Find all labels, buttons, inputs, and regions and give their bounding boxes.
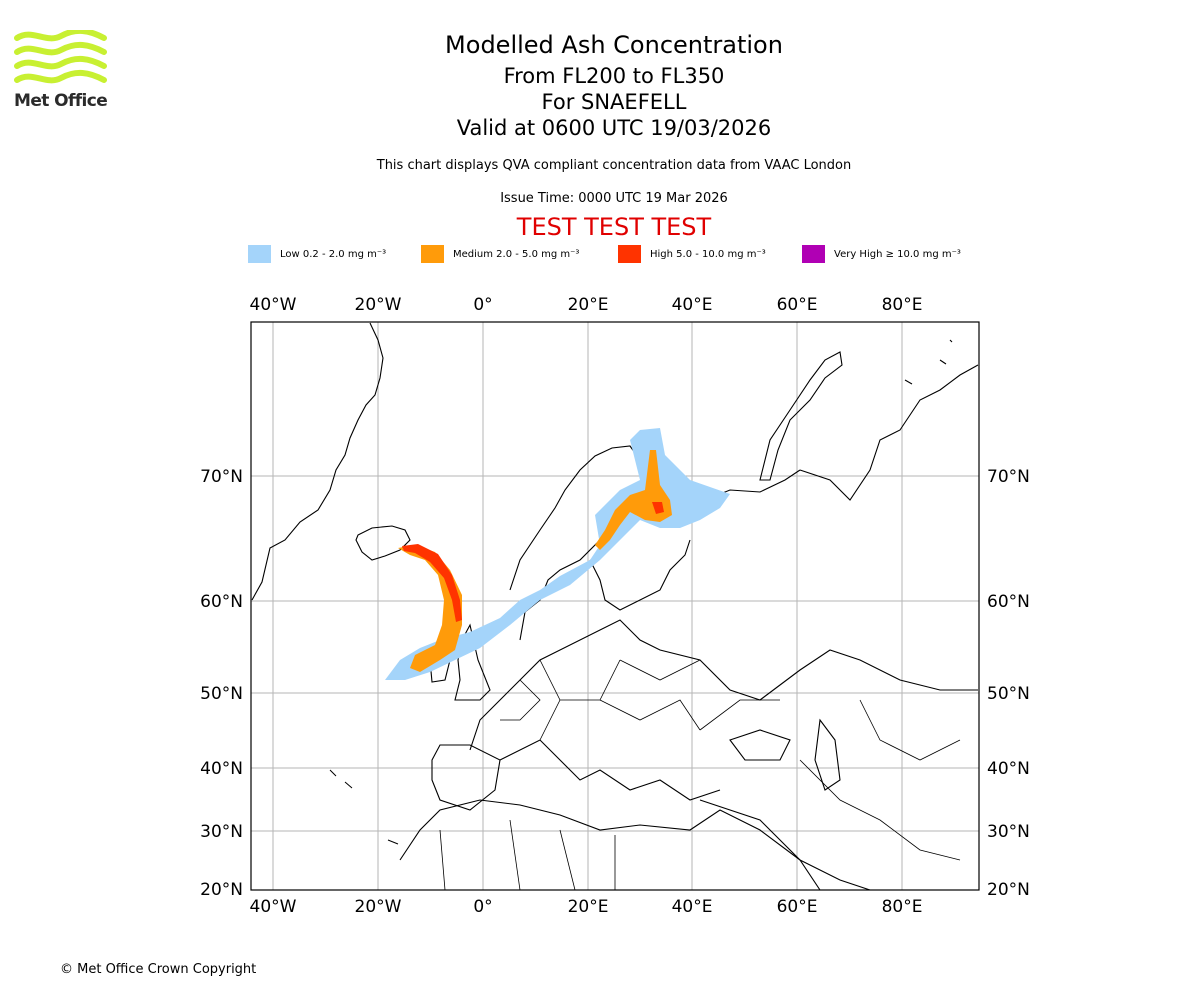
map-gridlines bbox=[251, 322, 979, 890]
legend-medium: Medium 2.0 - 5.0 mg m⁻³ bbox=[421, 244, 579, 264]
lat-tick-left-30n: 30°N bbox=[200, 822, 243, 842]
legend-swatch-low bbox=[248, 245, 271, 263]
lon-tick-top-40w: 40°W bbox=[250, 295, 297, 315]
lon-tick-bottom-40e: 40°E bbox=[672, 897, 713, 917]
legend-label-high: High 5.0 - 10.0 mg m⁻³ bbox=[650, 248, 766, 260]
lon-tick-top-80e: 80°E bbox=[882, 295, 923, 315]
test-banner: TEST TEST TEST bbox=[516, 213, 712, 241]
volcano-name: For SNAEFELL bbox=[541, 90, 687, 114]
legend-swatch-high bbox=[618, 245, 641, 263]
lat-tick-left-40n: 40°N bbox=[200, 759, 243, 779]
logo-text: Met Office bbox=[14, 91, 108, 111]
chart-title: Modelled Ash Concentration bbox=[445, 31, 783, 59]
copyright-notice: © Met Office Crown Copyright bbox=[60, 962, 257, 977]
ash-plume-high bbox=[402, 502, 664, 622]
lon-tick-bottom-60e: 60°E bbox=[777, 897, 818, 917]
legend-label-very-high: Very High ≥ 10.0 mg m⁻³ bbox=[834, 248, 961, 260]
lat-tick-right-20n: 20°N bbox=[987, 880, 1030, 900]
lat-tick-right-60n: 60°N bbox=[987, 592, 1030, 612]
lon-tick-top-60e: 60°E bbox=[777, 295, 818, 315]
lon-tick-bottom-0: 0° bbox=[473, 897, 492, 917]
lat-tick-right-30n: 30°N bbox=[987, 822, 1030, 842]
lat-tick-left-20n: 20°N bbox=[200, 880, 243, 900]
met-office-wave-icon bbox=[14, 30, 107, 84]
legend-label-low: Low 0.2 - 2.0 mg m⁻³ bbox=[280, 248, 387, 260]
lat-tick-left-70n: 70°N bbox=[200, 467, 243, 487]
lon-tick-top-20e: 20°E bbox=[568, 295, 609, 315]
lat-tick-left-60n: 60°N bbox=[200, 592, 243, 612]
met-office-logo bbox=[14, 30, 108, 120]
legend-high: High 5.0 - 10.0 mg m⁻³ bbox=[618, 244, 766, 264]
lat-tick-right-50n: 50°N bbox=[987, 684, 1030, 704]
legend-label-medium: Medium 2.0 - 5.0 mg m⁻³ bbox=[453, 248, 580, 260]
lon-tick-bottom-40w: 40°W bbox=[250, 897, 297, 917]
map-frame bbox=[250, 321, 980, 891]
lat-tick-left-50n: 50°N bbox=[200, 684, 243, 704]
lon-tick-top-0: 0° bbox=[473, 295, 492, 315]
legend-swatch-very-high bbox=[802, 245, 825, 263]
lon-tick-top-20w: 20°W bbox=[355, 295, 402, 315]
lat-tick-right-40n: 40°N bbox=[987, 759, 1030, 779]
lon-tick-bottom-20w: 20°W bbox=[355, 897, 402, 917]
flight-level-range: From FL200 to FL350 bbox=[503, 64, 725, 88]
lon-tick-bottom-20e: 20°E bbox=[568, 897, 609, 917]
legend-low: Low 0.2 - 2.0 mg m⁻³ bbox=[248, 244, 386, 264]
lon-tick-top-40e: 40°E bbox=[672, 295, 713, 315]
legend-very-high: Very High ≥ 10.0 mg m⁻³ bbox=[802, 244, 961, 264]
lat-tick-right-70n: 70°N bbox=[987, 467, 1030, 487]
coastlines bbox=[251, 322, 979, 891]
chart-description: This chart displays QVA compliant concen… bbox=[376, 158, 852, 173]
issue-time: Issue Time: 0000 UTC 19 Mar 2026 bbox=[500, 191, 728, 206]
legend-swatch-medium bbox=[421, 245, 444, 263]
valid-time: Valid at 0600 UTC 19/03/2026 bbox=[456, 116, 772, 140]
lon-tick-bottom-80e: 80°E bbox=[882, 897, 923, 917]
